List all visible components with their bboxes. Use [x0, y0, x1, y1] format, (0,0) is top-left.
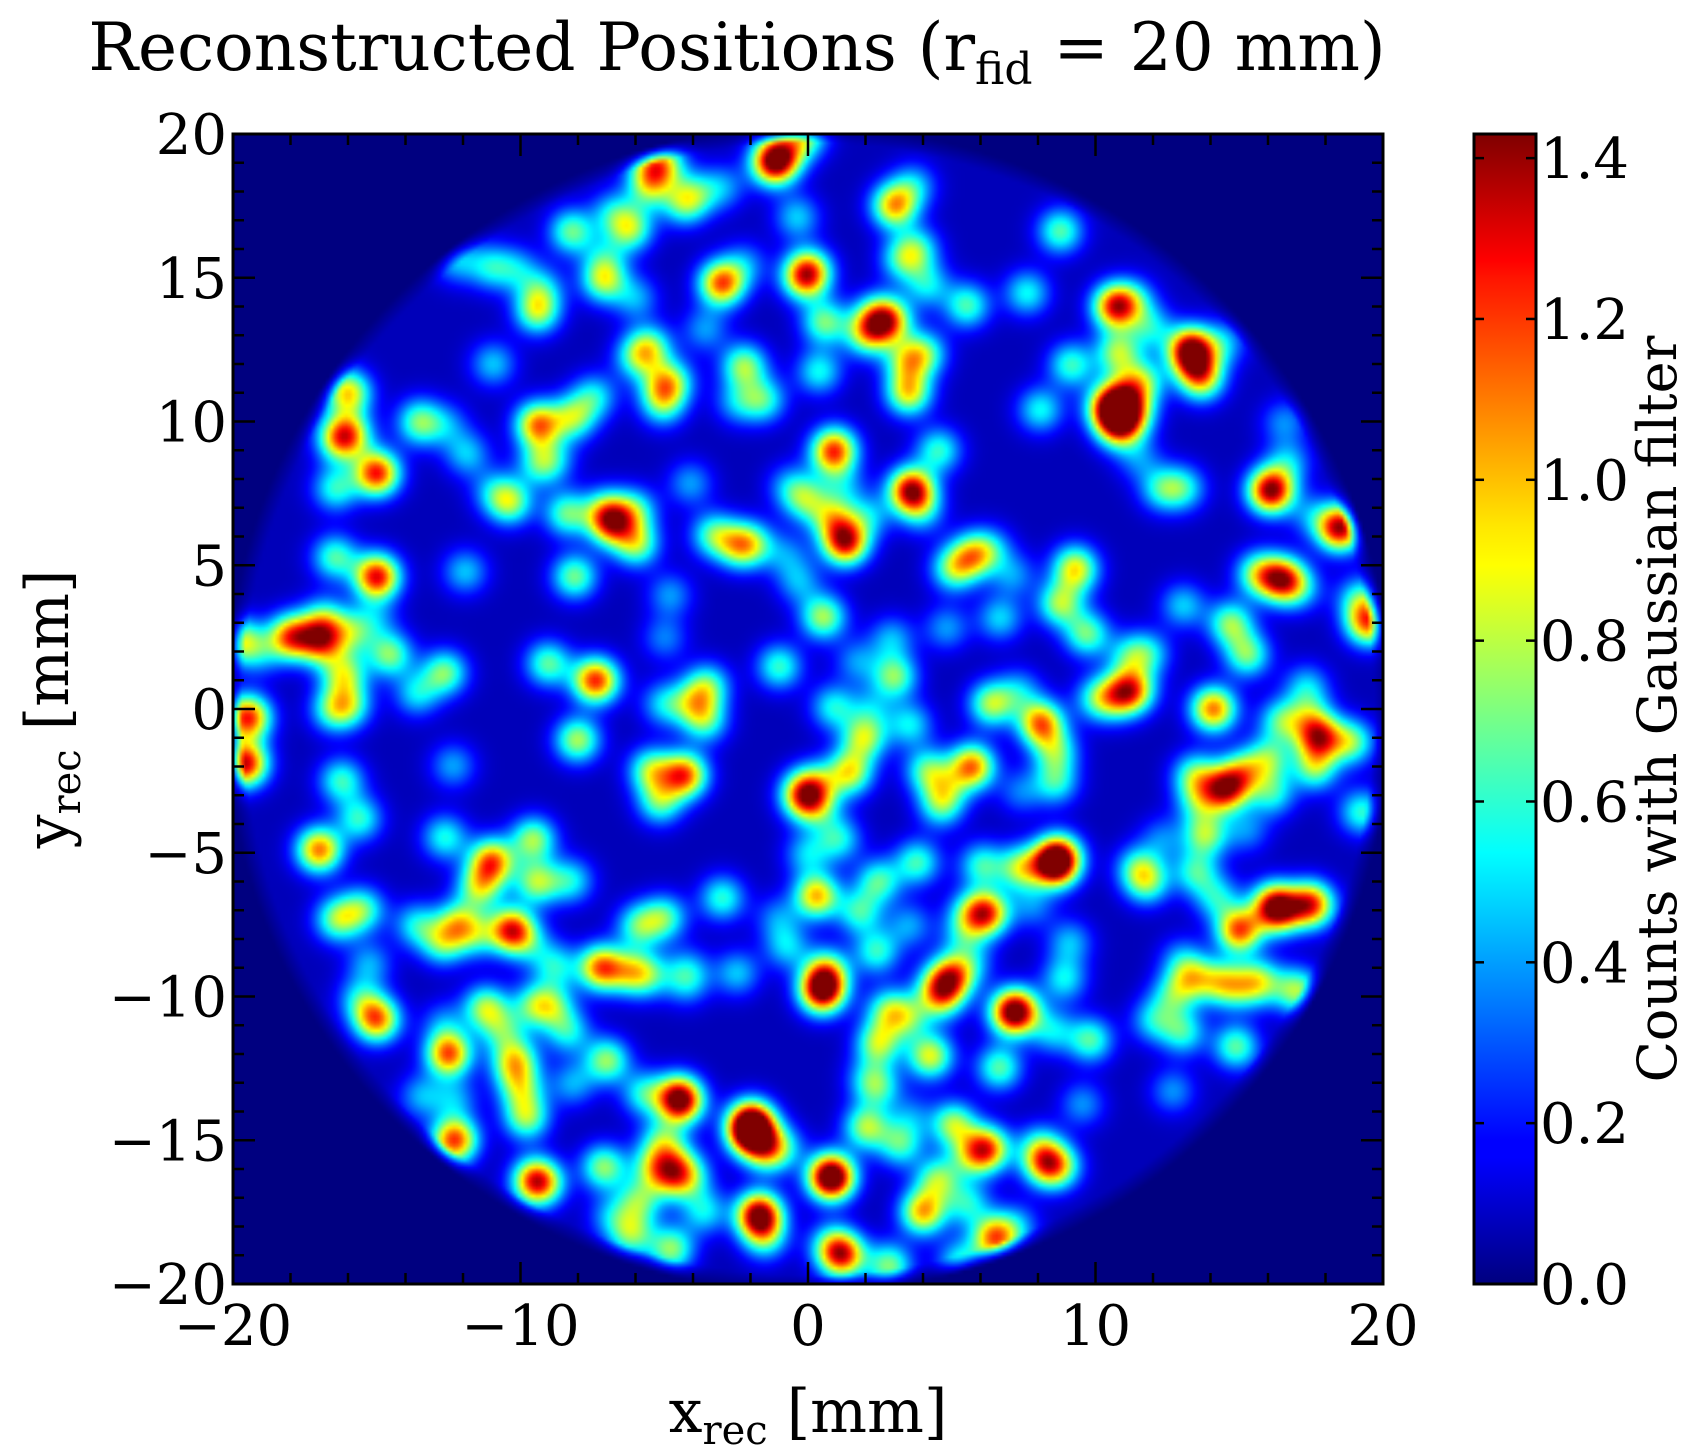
- colorbar-tick-label: 0.0: [1540, 1253, 1629, 1318]
- x-axis-label-subscript: rec: [702, 1408, 767, 1447]
- plot-area: −20 −10 0 10 20 −20 −15 −10 −5 0 5 10 15 20: [109, 103, 1419, 1359]
- y-axis-label-subscript: rec: [44, 749, 90, 814]
- colorbar-ticks: 0.0 0.2 0.4 0.6 0.8 1.0 1.2 1.4: [1474, 127, 1629, 1318]
- y-tick-label: −15: [109, 1109, 227, 1174]
- colorbar-tick-label: 0.6: [1540, 770, 1629, 835]
- x-ticks: −20 −10 0 10 20: [174, 134, 1419, 1359]
- colorbar: 0.0 0.2 0.4 0.6 0.8 1.0 1.2 1.4 Counts with Gau…: [1472, 127, 1689, 1318]
- y-ticks: −20 −15 −10 −5 0 5 10 15 20: [109, 103, 1383, 1318]
- x-tick-label: 10: [1060, 1294, 1131, 1359]
- colorbar-tick-label: 1.2: [1540, 288, 1629, 353]
- colorbar-tick-label: 0.4: [1540, 931, 1629, 996]
- colorbar-tick-label: 1.0: [1540, 449, 1629, 514]
- x-tick-label: 20: [1347, 1294, 1418, 1359]
- x-tick-label: 0: [790, 1294, 826, 1359]
- y-tick-label: −20: [109, 1253, 227, 1318]
- y-tick-label: 15: [156, 247, 227, 312]
- colorbar-gradient: [1472, 132, 1538, 1286]
- x-axis-label: xrec [mm]: [669, 1377, 948, 1447]
- colorbar-tick-label: 0.2: [1540, 1092, 1629, 1157]
- y-axis-label: yrec [mm]: [13, 570, 90, 850]
- x-tick-label: −20: [174, 1294, 292, 1359]
- heatmap-image: [233, 134, 1383, 1284]
- y-tick-label: −5: [144, 822, 227, 887]
- colorbar-label: Counts with Gaussian filter: [1626, 335, 1689, 1082]
- y-tick-label: 0: [191, 678, 227, 743]
- colorbar-tick-label: 1.4: [1540, 127, 1629, 192]
- plot-frame: [231, 132, 1385, 1286]
- y-tick-label: −10: [109, 966, 227, 1031]
- y-tick-label: 5: [191, 534, 227, 599]
- x-tick-label: −10: [461, 1294, 579, 1359]
- y-tick-label: 20: [156, 103, 227, 168]
- chart-title-subscript: fid: [975, 44, 1033, 95]
- colorbar-tick-label: 0.8: [1540, 610, 1629, 675]
- chart-title: Reconstructed Positions (rfid = 20 mm): [88, 9, 1385, 95]
- y-tick-label: 10: [156, 391, 227, 456]
